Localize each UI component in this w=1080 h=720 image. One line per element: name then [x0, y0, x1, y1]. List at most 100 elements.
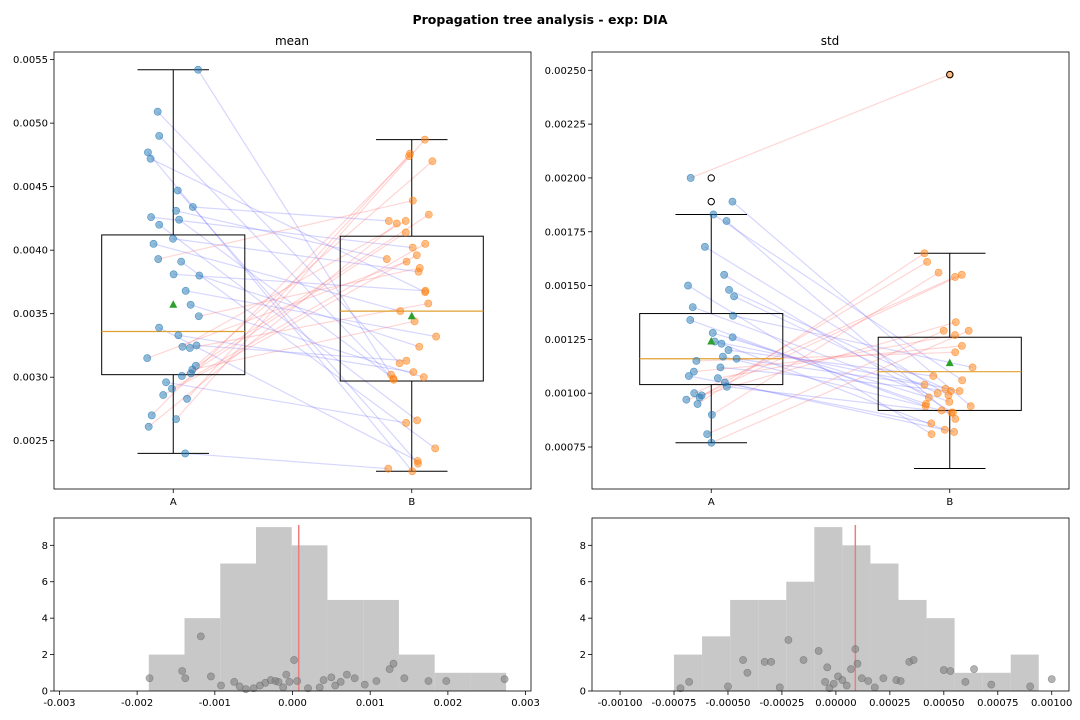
pair-link: [733, 295, 938, 394]
point-B: [947, 408, 956, 417]
pair-link: [686, 321, 956, 401]
axes-frame: [591, 517, 1070, 692]
point-B: [421, 286, 430, 295]
difference-point: [336, 677, 345, 686]
point-B: [415, 264, 424, 272]
pair-link: [706, 330, 944, 435]
point-B: [401, 228, 410, 237]
point-A: [709, 210, 718, 219]
point-B: [424, 299, 433, 308]
mean-marker: [169, 300, 178, 308]
difference-point: [282, 670, 291, 679]
pair-link: [190, 231, 407, 374]
pair-link: [721, 343, 946, 431]
point-A: [703, 430, 712, 439]
difference-point: [864, 677, 873, 685]
difference-point: [970, 665, 978, 674]
pair-link: [158, 200, 413, 260]
y-tick-label: 0.0050: [13, 119, 48, 130]
pair-link: [172, 238, 419, 273]
point-B: [927, 430, 936, 439]
difference-point: [500, 675, 509, 684]
difference-point: [230, 677, 239, 686]
point-A: [146, 154, 155, 163]
point-A: [725, 285, 733, 294]
point-A: [195, 271, 204, 280]
hist-bar: [291, 545, 328, 691]
point-A: [147, 411, 156, 420]
point-B: [939, 326, 948, 335]
x-tick-label: B: [946, 497, 953, 508]
point-A: [720, 270, 729, 279]
pair-link: [704, 246, 949, 396]
y-tick-label: 8: [580, 541, 586, 552]
std-panel-title: std: [821, 34, 840, 48]
x-tick-label: -0.003: [43, 698, 75, 709]
difference-point: [879, 674, 888, 683]
point-A: [707, 410, 716, 419]
difference-point: [274, 677, 283, 686]
point-B: [412, 251, 421, 260]
pair-link: [158, 224, 418, 421]
difference-point: [857, 674, 866, 683]
axes-frame: [591, 51, 1070, 490]
y-tick-label: 8: [42, 541, 48, 552]
point-A: [724, 346, 733, 355]
point-B: [408, 196, 417, 205]
point-A: [194, 65, 202, 74]
y-tick-label: 0.00250: [545, 66, 586, 77]
point-B: [922, 400, 930, 408]
point-A: [153, 107, 162, 116]
point-A: [143, 354, 152, 363]
point-A: [144, 422, 153, 431]
point-A: [169, 234, 177, 243]
point-B: [947, 387, 955, 395]
point-A: [174, 331, 183, 340]
pair-link: [726, 386, 952, 414]
point-A: [688, 303, 697, 311]
point-A: [730, 292, 738, 301]
point-A: [181, 449, 190, 458]
difference-point: [217, 681, 225, 690]
x-tick-label: 0.001: [356, 698, 385, 709]
outlier-marker: [946, 70, 954, 79]
difference-point: [400, 674, 409, 683]
point-B: [951, 318, 960, 327]
point-A: [713, 374, 722, 383]
point-A: [181, 286, 190, 295]
hist-bar: [434, 672, 471, 691]
hist-bar: [184, 618, 221, 691]
pair-link: [720, 366, 952, 392]
pair-link: [171, 243, 426, 390]
point-B: [923, 257, 932, 266]
pair-link: [728, 289, 946, 390]
y-tick-label: 0: [42, 687, 48, 698]
y-tick-label: 0.00125: [545, 335, 586, 346]
pair-link: [173, 273, 426, 292]
difference-point: [196, 632, 205, 641]
difference-point: [207, 672, 215, 681]
difference-point: [290, 656, 298, 664]
difference-point: [442, 677, 451, 685]
point-A: [169, 270, 178, 279]
hist-bar: [758, 599, 787, 691]
x-tick-label: 0.00100: [1031, 698, 1072, 709]
point-B: [929, 372, 938, 380]
x-tick-label: A: [170, 497, 177, 508]
hist-bar: [398, 654, 435, 691]
pair-link: [723, 274, 954, 414]
point-A: [147, 213, 155, 222]
pair-link: [190, 304, 424, 378]
difference-point: [342, 670, 351, 679]
pair-link: [690, 319, 926, 407]
y-tick-label: 0: [580, 687, 586, 698]
point-B: [958, 376, 967, 385]
hist-bar: [870, 563, 899, 691]
point-A: [708, 329, 717, 337]
point-B: [392, 219, 401, 228]
point-A: [154, 255, 163, 263]
axes-frame: [53, 51, 532, 490]
difference-point: [178, 667, 187, 675]
mean-marker: [707, 337, 716, 345]
difference-point: [676, 684, 685, 693]
